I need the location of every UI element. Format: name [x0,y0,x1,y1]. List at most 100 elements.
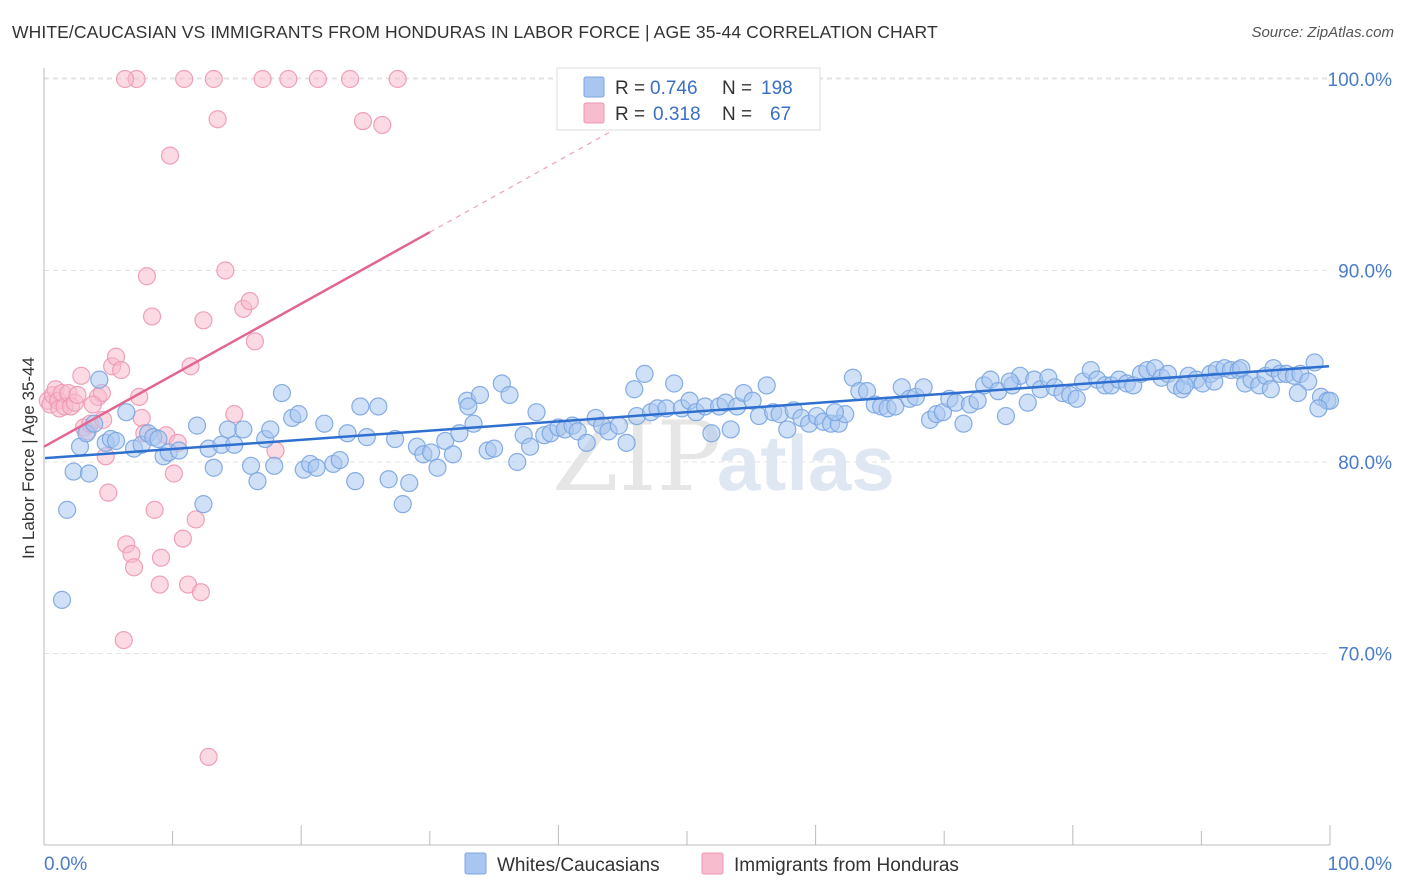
stats-n-value-honduras: 67 [770,104,791,125]
y-tick-labels: 70.0% 80.0% 90.0% 100.0% [1328,70,1393,666]
honduras-point [124,558,144,577]
honduras-point [373,115,392,135]
white-point [261,420,280,439]
stats-swatch-white [583,76,605,98]
white-point [421,443,441,462]
honduras-point [253,69,272,89]
honduras-point [204,69,223,89]
white-point [527,403,546,422]
watermark-atlas: atlas [717,419,895,507]
white-point [241,456,261,475]
white-point [743,391,762,410]
white-point [721,420,740,439]
y-tick-label-100: 100.0% [1328,70,1393,91]
chart-title: WHITE/CAUCASIAN VS IMMIGRANTS FROM HONDU… [12,22,938,42]
honduras-point [137,267,156,286]
honduras-point [115,69,135,89]
honduras-point [99,483,118,502]
white-point [346,472,365,491]
white-point [577,433,596,452]
legend-swatch-honduras [701,852,724,875]
white-point [1261,380,1280,399]
white-point [248,472,267,491]
honduras-point [150,575,169,594]
trend-line-white [44,365,1330,460]
stats-n-label-honduras: N = [722,104,752,125]
trend-lines [43,124,1330,460]
white-point [508,452,527,472]
white-point [609,416,628,435]
honduras-point [151,548,171,567]
honduras-point [142,307,162,326]
trend-line-honduras [43,231,431,448]
honduras-point [225,405,244,424]
white-point [436,431,455,451]
stats-r-label-white: R = [615,78,645,99]
honduras-point [160,146,180,165]
honduras-point [240,292,259,311]
white-point [617,433,636,452]
white-point [500,385,519,405]
white-point [1175,376,1194,395]
white-point [52,590,72,609]
white-point [521,437,540,456]
white-point [464,414,483,433]
stats-legend: R = 0.746 N = 198 R = 0.318 N = 67 [556,67,821,131]
honduras-point [388,69,407,89]
stats-n-label-white: N = [722,78,752,99]
white-point [79,464,99,483]
white-point [385,429,405,449]
white-point [218,420,237,439]
white-point [625,380,644,399]
white-point [665,374,684,393]
white-point [393,495,412,514]
white-point [169,441,189,460]
white-point [825,403,844,422]
honduras-point [199,747,218,767]
white-point [470,385,490,405]
white-point [289,405,308,424]
legend-label-honduras: Immigrants from Honduras [734,855,959,876]
honduras-point [72,366,91,385]
white-point [338,424,357,443]
white-point [369,397,388,416]
honduras-point [145,500,164,519]
white-point [1018,393,1037,412]
honduras-point [68,385,87,405]
trend-line-honduras-extension [429,124,623,233]
white-point [485,439,504,458]
white-point [330,450,349,470]
white-point [379,470,398,489]
y-tick-label-80: 80.0% [1338,453,1392,474]
honduras-point [175,69,194,89]
white-point [64,462,83,481]
white-point [357,428,376,447]
white-point [757,376,776,395]
legend-label-white: Whites/Caucasians [497,855,660,876]
white-point [194,495,213,514]
x-ticks [43,825,1331,845]
x-tick-label-min: 0.0% [44,854,87,875]
stats-r-value-white: 0.746 [650,78,698,99]
honduras-point [114,630,133,650]
series-legend: Whites/Caucasians Immigrants from Hondur… [464,852,959,876]
white-point [459,397,478,416]
stats-n-value-white: 198 [761,78,793,99]
y-axis-label: In Labor Force | Age 35-44 [19,357,38,559]
white-point [187,416,207,435]
y-tick-label-70: 70.0% [1338,645,1392,666]
honduras-point [112,360,131,380]
stats-r-label-honduras: R = [615,104,645,125]
white-point [117,403,136,422]
white-point [914,378,933,397]
honduras-point [353,112,373,131]
honduras-point [308,69,328,89]
white-point [149,429,168,449]
white-point [265,456,284,475]
white-point [204,458,223,477]
white-point [635,364,654,384]
honduras-point [279,69,298,89]
white-point [400,473,419,493]
white-point [234,420,253,439]
white-point [954,414,973,433]
